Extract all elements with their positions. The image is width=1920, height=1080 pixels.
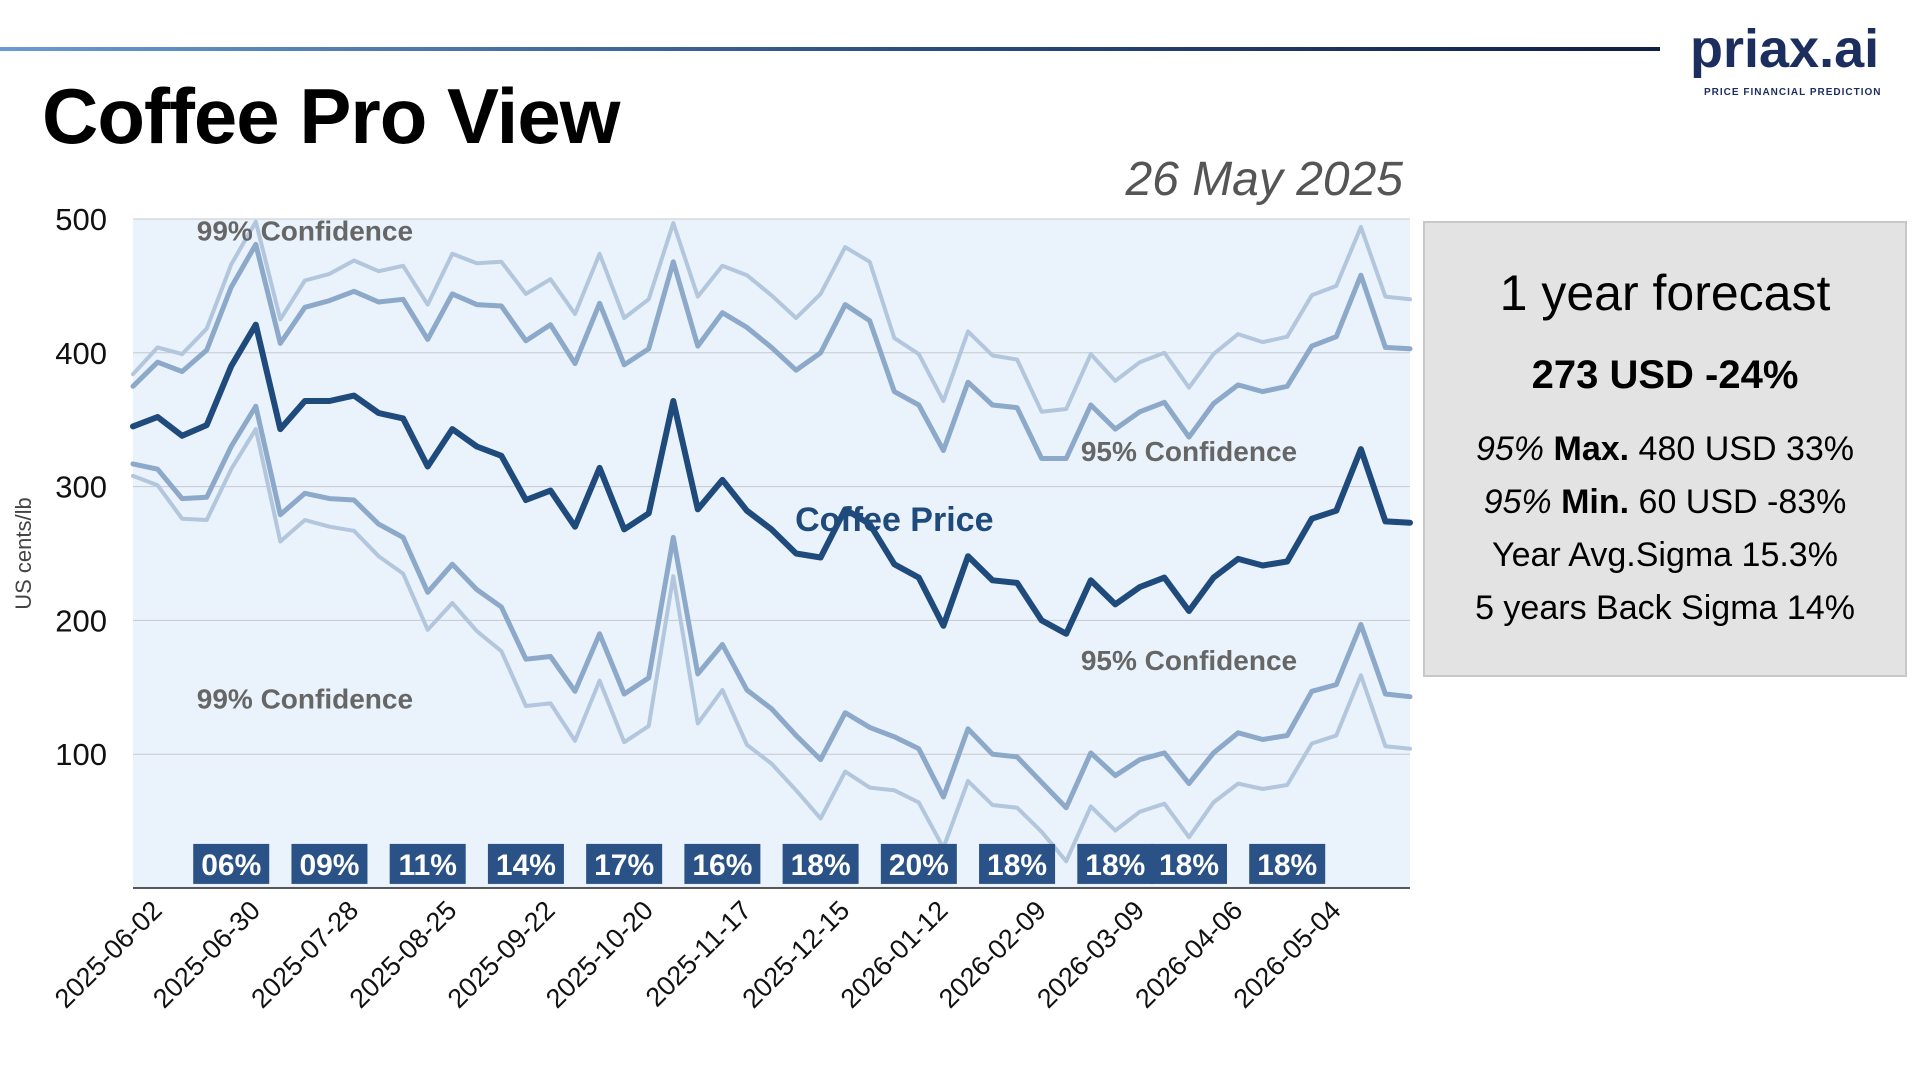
series-line-upper95 <box>130 241 1413 461</box>
annotation-label: 99% Confidence <box>197 215 413 246</box>
forecast-max-line: 95% Max. 480 USD 33% <box>1425 423 1905 476</box>
coffee-price-chart: 100 200 300 400 500 US cents/lb 99% Confidence… <box>11 202 1413 1014</box>
header-divider <box>0 47 1660 51</box>
y-tick-label: 400 <box>55 336 107 371</box>
sigma-badge <box>1150 843 1227 884</box>
series-line-upper99 <box>131 219 1412 414</box>
sigma-badge-label: 06% <box>201 849 261 882</box>
plot-area <box>133 219 1410 888</box>
sigma-badge-label: 18% <box>1257 849 1317 882</box>
forecast-min-label: Min. <box>1561 483 1630 521</box>
y-tick-label: 500 <box>55 202 107 237</box>
x-tick-label: 2026-05-04 <box>1228 895 1347 1014</box>
sigma-badge-label: 18% <box>1085 849 1145 882</box>
forecast-min-value: 60 USD -83% <box>1638 483 1847 521</box>
forecast-max-value: 480 USD 33% <box>1638 430 1855 468</box>
series-line-lower99 <box>131 427 1412 864</box>
sigma-badge-label: 16% <box>692 849 752 882</box>
x-tick-label: 2025-10-20 <box>540 895 659 1014</box>
sigma-badge <box>979 843 1056 884</box>
sigma-badge-label: 14% <box>496 849 556 882</box>
forecast-panel: 1 year forecast 273 USD -24% 95% Max. 48… <box>1423 221 1907 677</box>
series-line-price <box>130 321 1413 637</box>
sigma-badge <box>684 843 761 884</box>
annotation-label: 95% Confidence <box>1081 436 1297 467</box>
sigma-badge <box>1249 843 1326 884</box>
forecast-headline: 273 USD -24% <box>1531 353 1799 397</box>
y-tick-label: 100 <box>55 737 107 772</box>
logo-wordmark: priax.ai <box>1690 19 1880 79</box>
series-line-lower95 <box>130 403 1413 811</box>
sigma-badge <box>193 843 270 884</box>
sigma-badge-label: 17% <box>594 849 654 882</box>
annotation-label: 99% Confidence <box>197 684 413 715</box>
sigma-badge-label: 18% <box>791 849 851 882</box>
sigma-badge <box>389 843 466 884</box>
forecast-title: 1 year forecast <box>1499 265 1831 321</box>
y-axis-label: US cents/lb <box>11 497 36 610</box>
report-date: 26 May 2025 <box>1125 153 1403 206</box>
sigma-badge-label: 20% <box>889 849 949 882</box>
sigma-badge <box>782 843 859 884</box>
y-tick-label: 300 <box>55 470 107 505</box>
sigma-badge <box>880 843 957 884</box>
priax-logo: priax.ai PRICE FINANCIAL PREDICTION <box>1690 18 1890 98</box>
forecast-max-prefix: 95% <box>1475 430 1545 468</box>
sigma-badge <box>291 843 368 884</box>
sigma-badge <box>1077 843 1154 884</box>
annotation-label: 95% Confidence <box>1081 645 1297 676</box>
sigma-badge <box>487 843 564 884</box>
annotation-label: Coffee Price <box>795 501 993 539</box>
page-title: Coffee Pro View <box>42 72 620 160</box>
forecast-back-sigma: 5 years Back Sigma 14% <box>1475 589 1855 627</box>
forecast-min-prefix: 95% <box>1483 483 1552 521</box>
forecast-min-line: 95% Min. 60 USD -83% <box>1425 476 1905 529</box>
sigma-badge-label: 09% <box>299 849 359 882</box>
forecast-lines: 95% Max. 480 USD 33% 95% Min. 60 USD -83… <box>1425 423 1905 635</box>
sigma-badge-label: 18% <box>987 849 1047 882</box>
forecast-year-sigma: Year Avg.Sigma 15.3% <box>1492 536 1838 574</box>
forecast-max-label: Max. <box>1553 430 1630 468</box>
logo-tagline: PRICE FINANCIAL PREDICTION <box>1704 87 1882 98</box>
y-tick-label: 200 <box>55 603 107 638</box>
sigma-badge <box>586 843 663 884</box>
sigma-badge-label: 11% <box>398 849 456 882</box>
sigma-badge-label: 18% <box>1159 849 1219 882</box>
